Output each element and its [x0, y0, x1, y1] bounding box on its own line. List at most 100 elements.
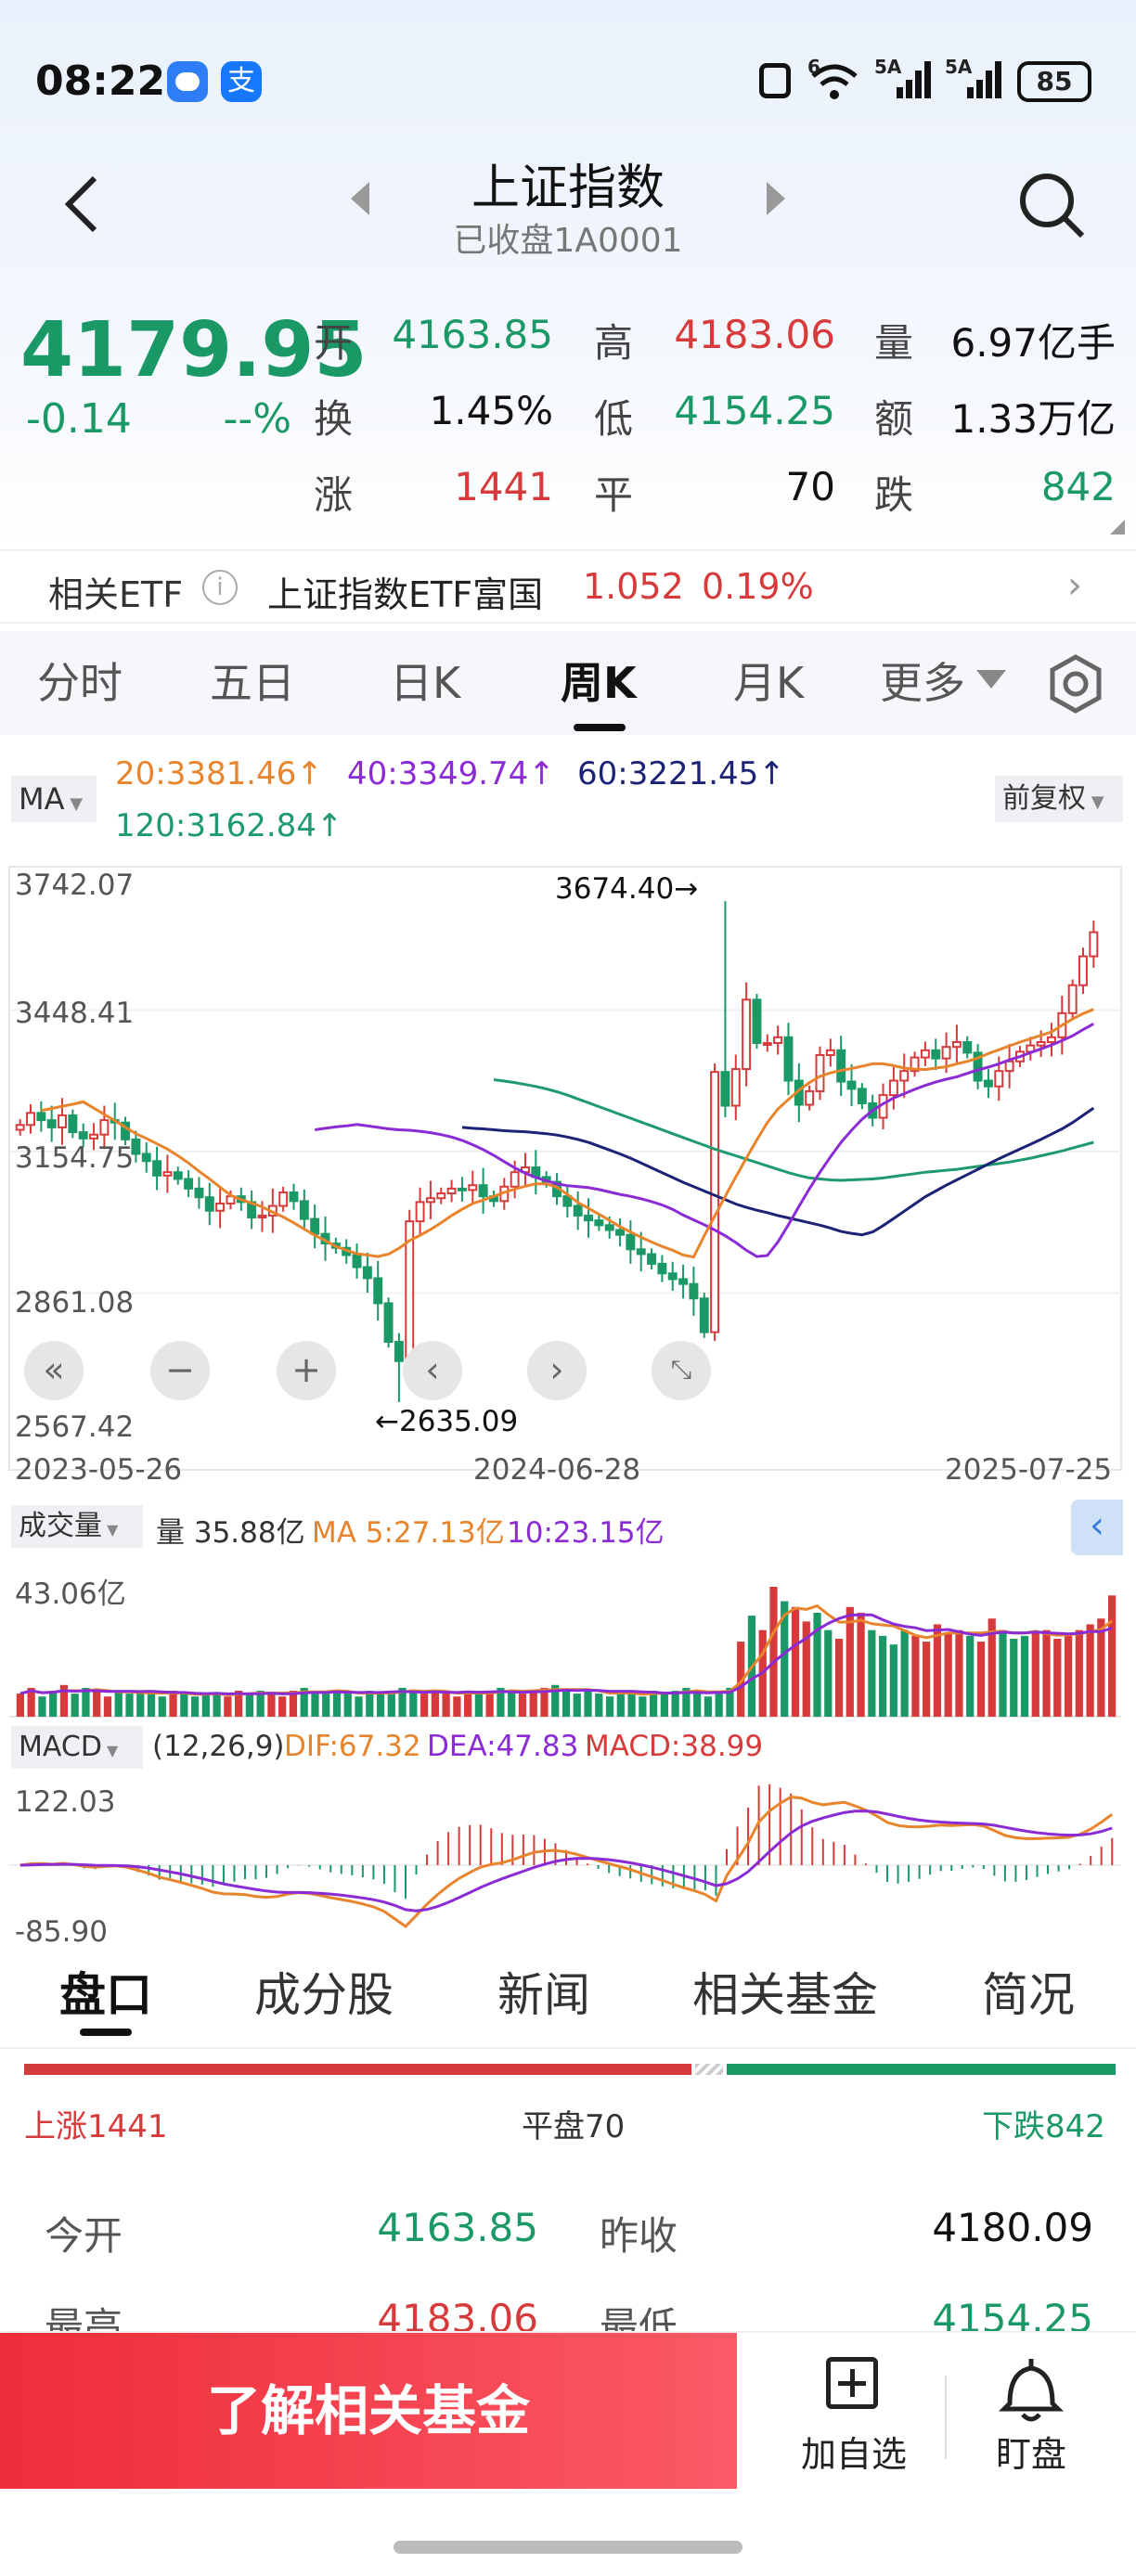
- tab-more[interactable]: 更多: [880, 658, 965, 708]
- volume-bar: [933, 1624, 942, 1717]
- candle: [373, 1277, 383, 1305]
- scroll-left-button[interactable]: ‹: [403, 1341, 462, 1400]
- volume-bar: [715, 1694, 723, 1717]
- tab-order-book[interactable]: 盘口: [59, 1968, 152, 2022]
- kline-chart[interactable]: [0, 859, 1136, 1490]
- volume-bar: [878, 1635, 887, 1717]
- candle: [994, 1070, 1004, 1088]
- candle: [68, 1114, 78, 1134]
- tab-monthly-k[interactable]: 月K: [733, 658, 805, 708]
- fullscreen-button[interactable]: ⤡: [652, 1341, 711, 1400]
- volume-bar: [27, 1687, 35, 1717]
- zoom-in-button[interactable]: +: [277, 1341, 336, 1400]
- candle: [699, 1297, 709, 1333]
- volume-bar: [464, 1691, 472, 1717]
- stat-low: 4154.25: [674, 388, 835, 433]
- volume-bar: [726, 1687, 734, 1717]
- candle: [710, 1071, 720, 1333]
- breadth-down-segment: [727, 2064, 1116, 2075]
- candle: [131, 1138, 141, 1155]
- detail-prev-label: 昨收: [600, 2213, 678, 2259]
- candle: [1089, 931, 1099, 958]
- volume-bar: [453, 1696, 461, 1717]
- stat-open: 4163.85: [392, 312, 553, 357]
- stat-label-high: 高: [594, 320, 634, 366]
- macd-value: MACD:38.99: [585, 1730, 764, 1763]
- volume-bar: [180, 1694, 188, 1717]
- tab-news[interactable]: 新闻: [497, 1968, 590, 2022]
- chart-frame: [8, 866, 1122, 1471]
- add-watchlist-button[interactable]: 加自选: [780, 2351, 928, 2481]
- y-tick-5: 2567.42: [15, 1410, 135, 1444]
- ma-selector[interactable]: MA ▼: [11, 776, 97, 822]
- tab-constituents[interactable]: 成分股: [254, 1968, 394, 2022]
- fast-back-button[interactable]: «: [24, 1341, 84, 1400]
- volume-bar: [125, 1694, 134, 1717]
- volume-bar: [671, 1691, 679, 1717]
- volume-bar: [169, 1691, 177, 1717]
- volume-bar: [868, 1629, 876, 1717]
- volume-bar: [660, 1694, 668, 1717]
- volume-bar: [49, 1691, 58, 1717]
- back-button[interactable]: [54, 167, 110, 241]
- stat-flat: 70: [785, 464, 835, 509]
- search-button[interactable]: [1015, 167, 1090, 241]
- tab-five-day[interactable]: 五日: [210, 658, 295, 708]
- scroll-right-button[interactable]: ›: [527, 1341, 587, 1400]
- volume-bar: [857, 1613, 865, 1717]
- home-indicator[interactable]: [394, 2541, 742, 2554]
- volume-bar: [224, 1696, 232, 1717]
- candle: [446, 1187, 457, 1195]
- candle: [689, 1282, 699, 1300]
- candle: [815, 1054, 825, 1092]
- candle: [1036, 1040, 1046, 1047]
- tab-related-funds[interactable]: 相关基金: [692, 1968, 878, 2022]
- next-stock-icon[interactable]: [767, 182, 785, 215]
- macd-selector[interactable]: MACD ▼: [11, 1726, 143, 1769]
- candle: [468, 1184, 478, 1191]
- candle: [973, 1051, 983, 1082]
- info-icon[interactable]: i: [202, 570, 238, 605]
- candle: [825, 1049, 835, 1057]
- x-tick-end: 2025-07-25: [945, 1453, 1113, 1487]
- expand-corner-icon[interactable]: [1110, 520, 1125, 535]
- volume-bar: [332, 1691, 342, 1717]
- etf-row[interactable]: 相关ETF i 上证指数ETF富国 1.052 0.19% ›: [0, 549, 1136, 624]
- candle: [278, 1191, 289, 1207]
- candle: [362, 1266, 372, 1280]
- monitor-button[interactable]: 盯盘: [962, 2351, 1101, 2481]
- detail-open: 4163.85: [377, 2205, 538, 2250]
- candle: [888, 1079, 898, 1097]
- volume-bar: [114, 1691, 123, 1717]
- adjust-selector[interactable]: 前复权 ▼: [995, 776, 1123, 822]
- volume-bar: [834, 1639, 844, 1717]
- tab-profile[interactable]: 简况: [982, 1968, 1075, 2022]
- zoom-out-button[interactable]: −: [150, 1341, 210, 1400]
- macd-params: (12,26,9): [152, 1730, 285, 1763]
- ma20-value: 20:3381.46↑: [115, 755, 323, 792]
- candle: [78, 1131, 88, 1140]
- candle: [46, 1119, 57, 1128]
- volume-bar: [911, 1635, 920, 1717]
- candle: [478, 1184, 488, 1198]
- collapse-panel-button[interactable]: ‹: [1071, 1500, 1123, 1555]
- stat-amount: 1.33万亿: [950, 396, 1116, 442]
- settings-button[interactable]: [1045, 653, 1106, 715]
- related-funds-button[interactable]: 了解相关基金: [0, 2333, 737, 2489]
- volume-bar: [1010, 1639, 1018, 1717]
- price-change-pct: --%: [223, 395, 291, 443]
- candle: [983, 1079, 993, 1088]
- stat-label-falling: 跌: [874, 472, 914, 518]
- chart-tabs-bar: [0, 631, 1136, 735]
- volume-bar: [584, 1691, 592, 1717]
- prev-stock-icon[interactable]: [351, 182, 369, 215]
- more-dropdown-icon: [976, 670, 1006, 689]
- tab-intraday[interactable]: 分时: [37, 658, 123, 708]
- stat-label-turnover: 换: [314, 396, 354, 442]
- volume-bar: [322, 1694, 330, 1717]
- tab-daily-k[interactable]: 日K: [390, 658, 461, 708]
- volume-selector[interactable]: 成交量 ▼: [11, 1505, 143, 1548]
- candle: [805, 1089, 815, 1106]
- volume-bar: [103, 1696, 112, 1717]
- tab-weekly-k[interactable]: 周K: [561, 658, 637, 708]
